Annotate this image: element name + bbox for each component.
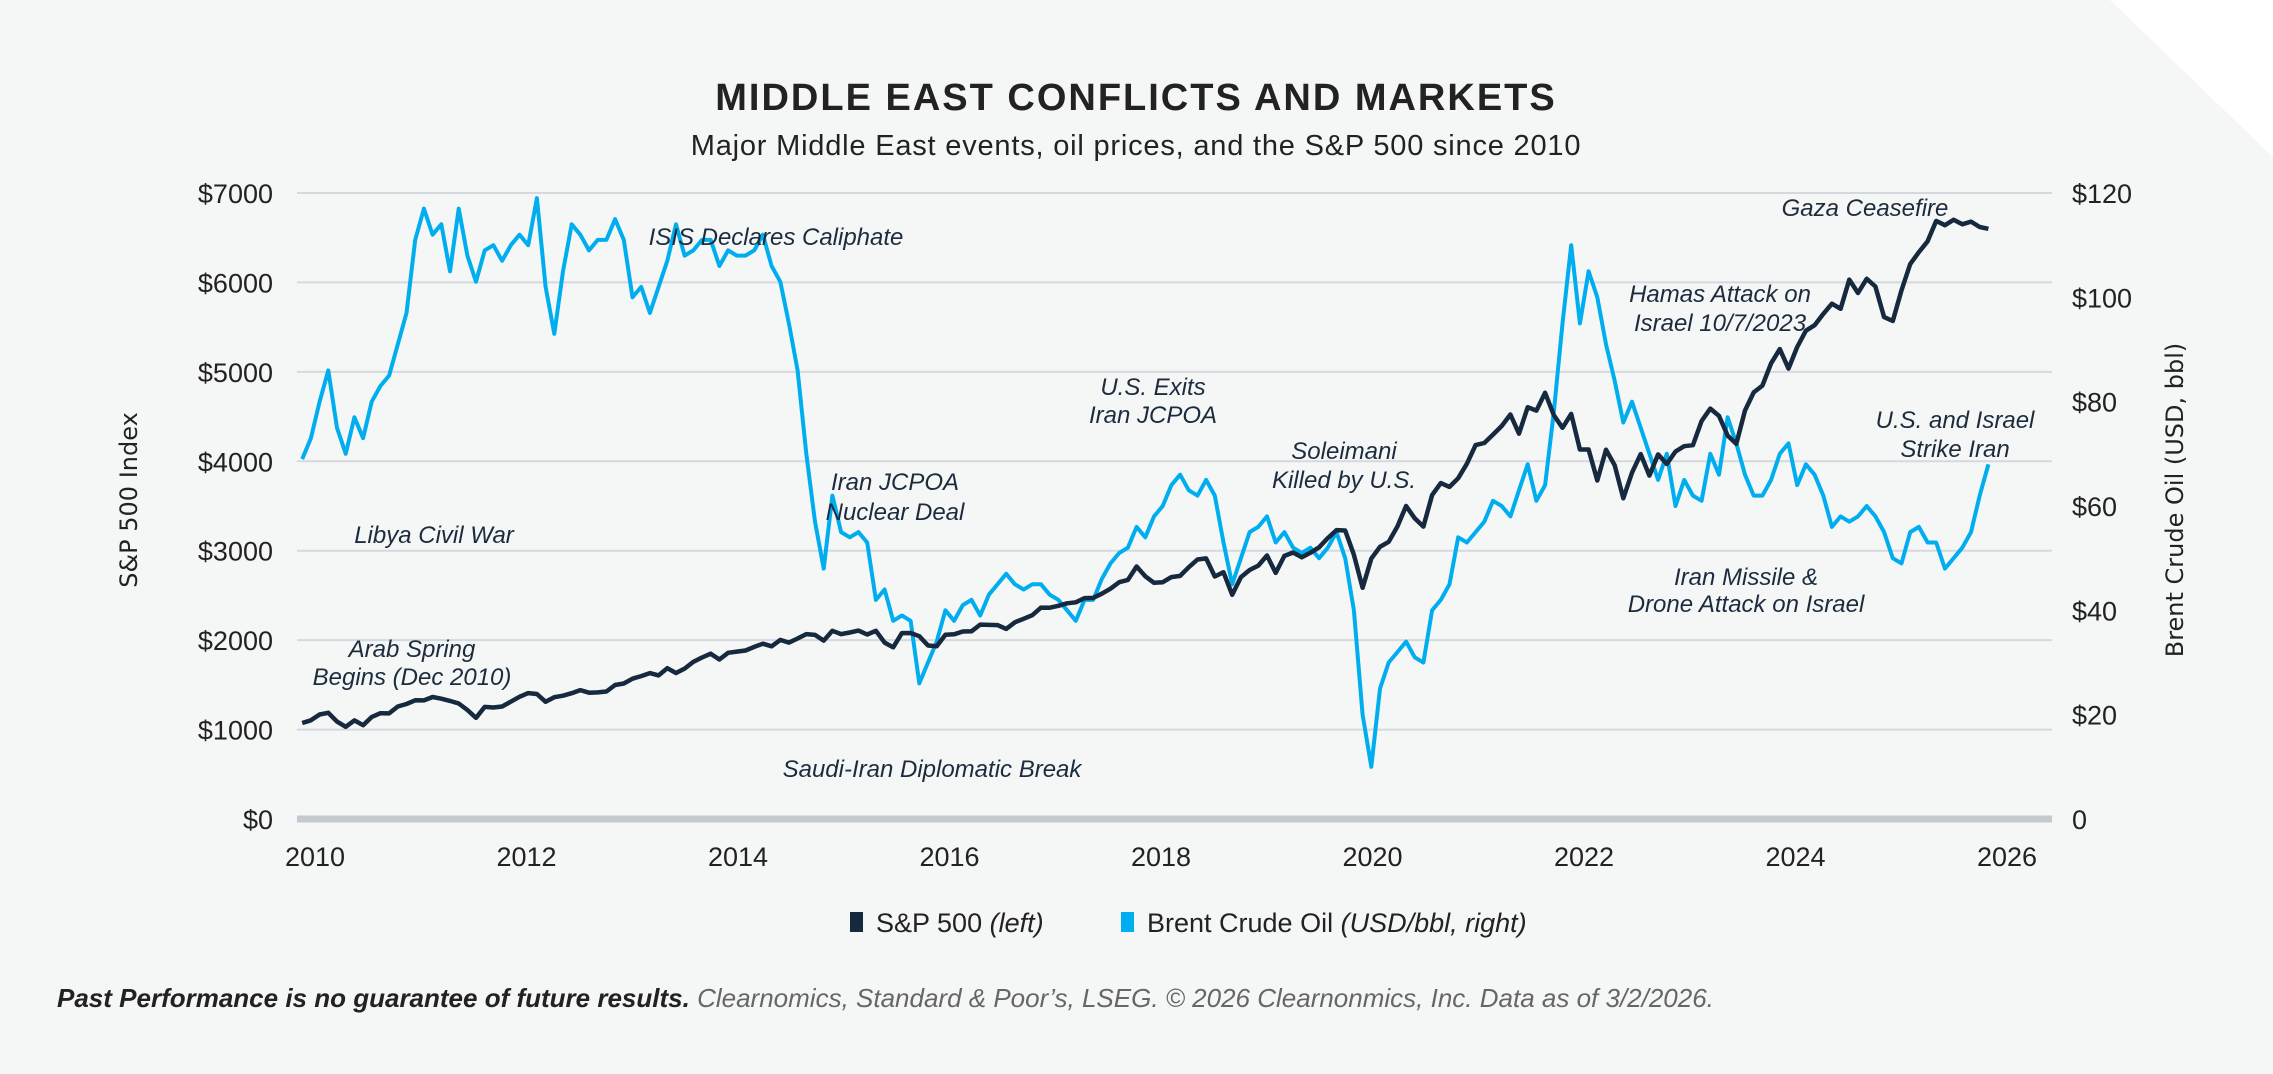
annotation-libya: Libya Civil War: [354, 522, 515, 549]
x-axis-ticks: 2010 2012 2014 2016 2018 2020 2022 2024 2026: [285, 842, 2037, 872]
x-tick-label: 2014: [708, 842, 768, 872]
annotation-soleimani: Soleimani Killed by U.S.: [1272, 438, 1416, 494]
y-axis-right-ticks: 0 $20 $40 $60 $80 $100 $120: [2072, 179, 2132, 835]
legend-label-sp500: S&P 500 (left): [876, 908, 1044, 938]
legend-swatch-sp500: [850, 912, 863, 932]
y-right-tick-label: $100: [2072, 283, 2132, 313]
series-line-sp500: [301, 217, 1989, 730]
y-right-tick-label: $40: [2072, 596, 2117, 626]
chart-title: MIDDLE EAST CONFLICTS AND MARKETS: [715, 77, 1556, 119]
y-axis-right-title: Brent Crude Oil (USD, bbl): [2161, 343, 2189, 658]
gridlines: [297, 192, 2052, 823]
y-right-tick-label: $20: [2072, 701, 2117, 731]
y-axis-left-ticks: $0 $1000 $2000 $3000 $4000 $5000 $6000 $7000: [198, 179, 273, 835]
y-right-tick-label: 0: [2072, 805, 2087, 835]
y-right-tick-label: $60: [2072, 492, 2117, 522]
series-line-brent-crude-oil: [300, 196, 1991, 769]
annotation-arab-spring: Arab Spring Begins (Dec 2010): [313, 636, 512, 691]
x-tick-label: 2012: [496, 842, 556, 872]
annotation-hamas-attack: Hamas Attack on Israel 10/7/2023: [1629, 281, 1811, 337]
footer-disclaimer: Past Performance is no guarantee of futu…: [57, 983, 690, 1013]
x-tick-label: 2016: [919, 842, 979, 872]
y-left-tick-label: $4000: [198, 447, 273, 477]
x-tick-label: 2024: [1765, 842, 1825, 872]
legend-swatch-brent: [1121, 912, 1134, 932]
annotation-iran-missile: Iran Missile & Drone Attack on Israel: [1628, 564, 1865, 618]
y-left-tick-label: $5000: [198, 358, 273, 388]
annotation-saudi-iran: Saudi-Iran Diplomatic Break: [783, 756, 1084, 783]
x-tick-label: 2010: [285, 842, 345, 872]
legend-label-brent: Brent Crude Oil (USD/bbl, right): [1147, 908, 1527, 938]
x-tick-label: 2026: [1977, 842, 2037, 872]
corner-decoration: [2110, 0, 2273, 157]
y-right-tick-label: $80: [2072, 388, 2117, 418]
x-tick-label: 2022: [1554, 842, 1614, 872]
y-left-tick-label: $3000: [198, 537, 273, 567]
chart-subtitle: Major Middle East events, oil prices, an…: [691, 130, 1582, 162]
y-left-tick-label: $7000: [198, 179, 273, 209]
y-left-tick-label: $0: [243, 805, 273, 835]
footer: Past Performance is no guarantee of futu…: [57, 983, 1714, 1013]
y-axis-left-title: S&P 500 Index: [115, 412, 143, 588]
y-left-tick-label: $2000: [198, 626, 273, 656]
legend: S&P 500 (left) Brent Crude Oil (USD/bbl,…: [850, 908, 1527, 938]
annotation-isis: ISIS Declares Caliphate: [649, 224, 904, 251]
x-tick-label: 2020: [1342, 842, 1402, 872]
y-left-tick-label: $1000: [198, 716, 273, 746]
y-left-tick-label: $6000: [198, 268, 273, 298]
x-tick-label: 2018: [1131, 842, 1191, 872]
annotations: ISIS Declares Caliphate Libya Civil War …: [313, 195, 2035, 783]
footer-source: Clearnomics, Standard & Poor’s, LSEG. © …: [697, 983, 1714, 1013]
annotation-jcpoa-deal: Iran JCPOA Nuclear Deal: [826, 469, 965, 526]
y-right-tick-label: $120: [2072, 179, 2132, 209]
annotation-us-israel-strike: U.S. and Israel Strike Iran: [1876, 407, 2035, 463]
annotation-gaza-ceasefire: Gaza Ceasefire: [1782, 195, 1949, 222]
annotation-us-exits-jcpoa: U.S. Exits Iran JCPOA: [1089, 374, 1217, 429]
